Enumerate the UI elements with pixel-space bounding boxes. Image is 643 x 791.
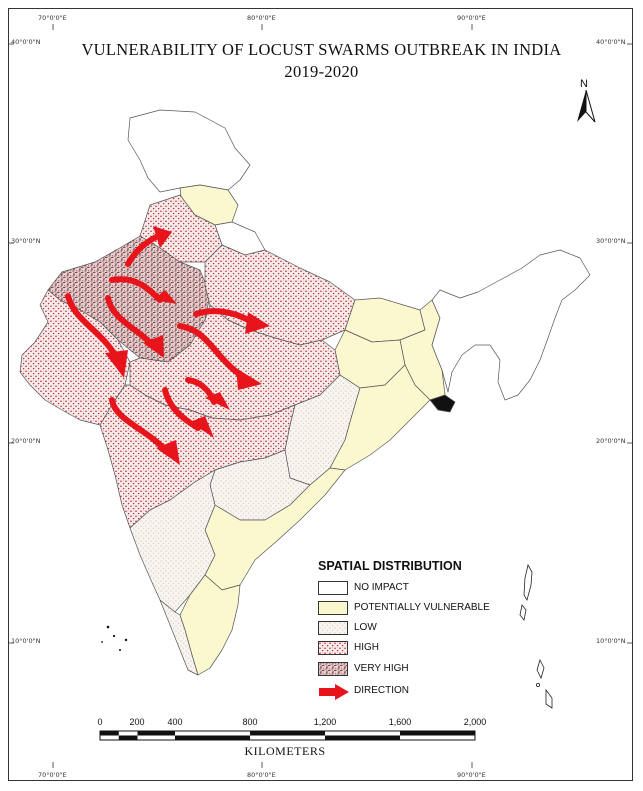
scale-bar xyxy=(99,730,476,741)
legend-label: NO IMPACT xyxy=(354,582,409,593)
left-latitude-label: 40°0'0"N xyxy=(11,38,41,46)
legend-swatch xyxy=(318,601,348,615)
region-delta xyxy=(429,394,456,413)
scale-tick-label: 400 xyxy=(167,717,183,727)
direction-arrow-head xyxy=(105,350,128,378)
top-longitude-label: 70°0'0"E xyxy=(38,14,67,22)
direction-arrow-icon xyxy=(319,684,349,700)
north-arrow-label: N xyxy=(580,78,588,90)
top-longitude-label: 90°0'0"E xyxy=(457,14,486,22)
legend-label: DIRECTION xyxy=(354,685,409,696)
left-latitude-label: 20°0'0"N xyxy=(11,437,41,445)
bottom-longitude-label: 90°0'0"E xyxy=(457,771,486,779)
direction-arrow xyxy=(177,323,245,379)
legend-swatch xyxy=(318,662,348,676)
top-longitude-label: 80°0'0"E xyxy=(247,14,276,22)
scale-tick-label: 2,000 xyxy=(463,717,487,727)
right-latitude-label: 10°0'0"N xyxy=(596,637,626,645)
scale-tick-label: 0 xyxy=(97,717,103,727)
scale-tick-label: 1,600 xyxy=(388,717,412,727)
region-karnataka xyxy=(129,469,216,613)
bottom-longitude-label: 70°0'0"E xyxy=(38,771,67,779)
legend-swatch xyxy=(318,621,348,635)
map-title: VULNERABILITY OF LOCUST SWARMS OUTBREAK … xyxy=(81,40,562,59)
scale-tick-label: 1,200 xyxy=(313,717,337,727)
region-kerala xyxy=(159,599,199,676)
direction-arrow-head xyxy=(245,312,270,334)
direction-arrow-head xyxy=(236,368,262,390)
left-latitude-label: 30°0'0"N xyxy=(11,237,41,245)
legend-label: POTENTIALLY VULNERABLE xyxy=(354,602,490,613)
map-subtitle: 2019-2020 xyxy=(284,62,359,81)
region-gujarat xyxy=(19,289,131,426)
right-latitude-label: 40°0'0"N xyxy=(596,38,626,46)
direction-arrow xyxy=(65,293,118,358)
scale-tick-label: 800 xyxy=(242,717,258,727)
north-arrow-icon xyxy=(577,89,596,123)
legend-label: LOW xyxy=(354,622,377,633)
region-odisha xyxy=(329,364,431,471)
region-north-east xyxy=(431,249,591,401)
legend-swatch xyxy=(318,581,348,595)
legend-label: HIGH xyxy=(354,642,379,653)
direction-arrow-head xyxy=(153,290,177,304)
legend-swatch xyxy=(318,641,348,655)
right-latitude-label: 30°0'0"N xyxy=(596,237,626,245)
right-latitude-label: 20°0'0"N xyxy=(596,437,626,445)
direction-arrow-head xyxy=(190,416,214,438)
scale-unit-label: KILOMETERS xyxy=(244,744,326,758)
legend-label: VERY HIGH xyxy=(354,663,409,674)
direction-arrow xyxy=(162,387,201,431)
direction-arrows xyxy=(65,226,270,465)
scale-tick-label: 200 xyxy=(129,717,145,727)
left-latitude-label: 10°0'0"N xyxy=(11,637,41,645)
map-frame xyxy=(8,8,633,781)
legend-title: SPATIAL DISTRIBUTION xyxy=(318,559,462,573)
direction-arrow-head xyxy=(143,335,164,358)
direction-arrow-head xyxy=(153,226,172,248)
direction-arrow-head xyxy=(205,392,230,410)
direction-arrow-head xyxy=(156,440,180,465)
bottom-longitude-label: 80°0'0"E xyxy=(247,771,276,779)
region-maharashtra xyxy=(99,384,296,529)
lakshadweep-islands xyxy=(101,625,128,651)
direction-arrow xyxy=(125,233,161,267)
direction-arrow xyxy=(109,397,168,453)
andaman-nicobar-islands xyxy=(519,563,553,709)
